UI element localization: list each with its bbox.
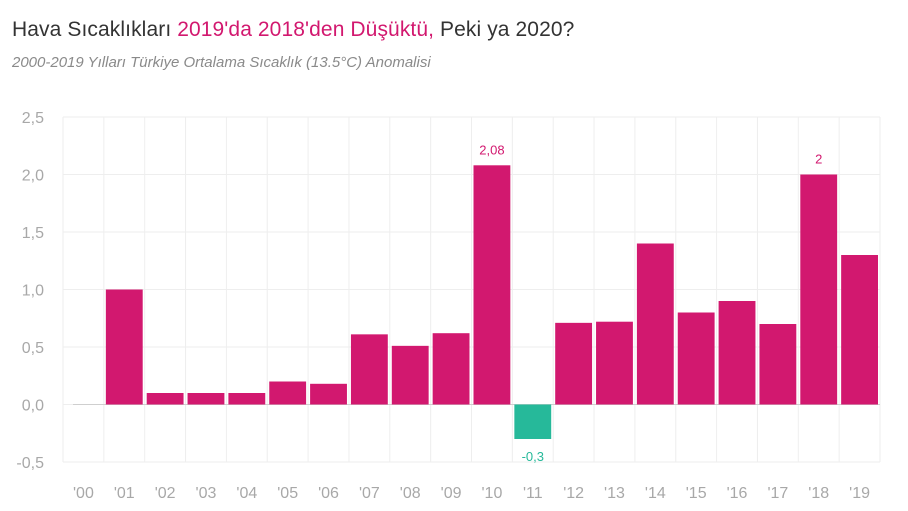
bar xyxy=(473,165,511,405)
chart-subtitle: 2000-2019 Yılları Türkiye Ortalama Sıcak… xyxy=(12,54,431,71)
bar xyxy=(187,393,225,405)
y-tick-label: 2,5 xyxy=(22,110,44,127)
x-tick-label: '17 xyxy=(767,485,788,502)
title-part-2: Peki ya 2020? xyxy=(434,18,575,41)
bar xyxy=(269,381,307,405)
data-label: 2 xyxy=(815,152,822,167)
x-tick-label: '04 xyxy=(236,485,257,502)
bar xyxy=(105,289,143,405)
x-tick-label: '16 xyxy=(727,485,748,502)
x-tick-label: '01 xyxy=(114,485,135,502)
bar xyxy=(677,312,715,405)
y-tick-label: 0,5 xyxy=(22,340,44,357)
y-tick-label: -0,5 xyxy=(16,455,44,472)
x-tick-label: '11 xyxy=(523,485,543,502)
bar xyxy=(514,404,552,439)
x-tick-label: '13 xyxy=(604,485,625,502)
bar xyxy=(800,174,838,405)
y-tick-label: 1,0 xyxy=(22,283,44,300)
y-tick-label: 0,0 xyxy=(22,398,44,415)
x-tick-label: '14 xyxy=(645,485,666,502)
x-tick-label: '19 xyxy=(849,485,870,502)
data-label: 2,08 xyxy=(479,142,504,157)
x-tick-label: '08 xyxy=(400,485,421,502)
bar xyxy=(718,301,756,405)
x-tick-label: '09 xyxy=(441,485,462,502)
bar xyxy=(350,334,388,405)
bar xyxy=(228,393,266,405)
bar xyxy=(391,345,429,405)
x-tick-label: '03 xyxy=(196,485,217,502)
bar xyxy=(432,333,470,405)
x-tick-label: '06 xyxy=(318,485,339,502)
x-tick-label: '05 xyxy=(277,485,298,502)
bar xyxy=(146,393,184,405)
x-tick-label: '02 xyxy=(155,485,176,502)
x-tick-label: '10 xyxy=(481,485,502,502)
bar xyxy=(759,324,797,405)
y-tick-label: 2,0 xyxy=(22,168,44,185)
bar xyxy=(841,255,878,405)
title-highlight: 2019'da 2018'den Düşüktü, xyxy=(177,18,435,41)
x-tick-label: '18 xyxy=(808,485,829,502)
x-tick-label: '07 xyxy=(359,485,380,502)
chart-title: Hava Sıcaklıkları 2019'da 2018'den Düşük… xyxy=(12,18,574,42)
x-tick-label: '12 xyxy=(563,485,584,502)
title-part-1: Hava Sıcaklıkları xyxy=(12,18,178,41)
bar xyxy=(310,383,347,405)
bar xyxy=(596,321,633,405)
data-label: -0,3 xyxy=(522,449,544,464)
x-tick-label: '15 xyxy=(686,485,707,502)
bar xyxy=(636,243,674,405)
x-tick-label: '00 xyxy=(73,485,94,502)
bar xyxy=(555,322,593,405)
y-tick-label: 1,5 xyxy=(22,225,44,242)
